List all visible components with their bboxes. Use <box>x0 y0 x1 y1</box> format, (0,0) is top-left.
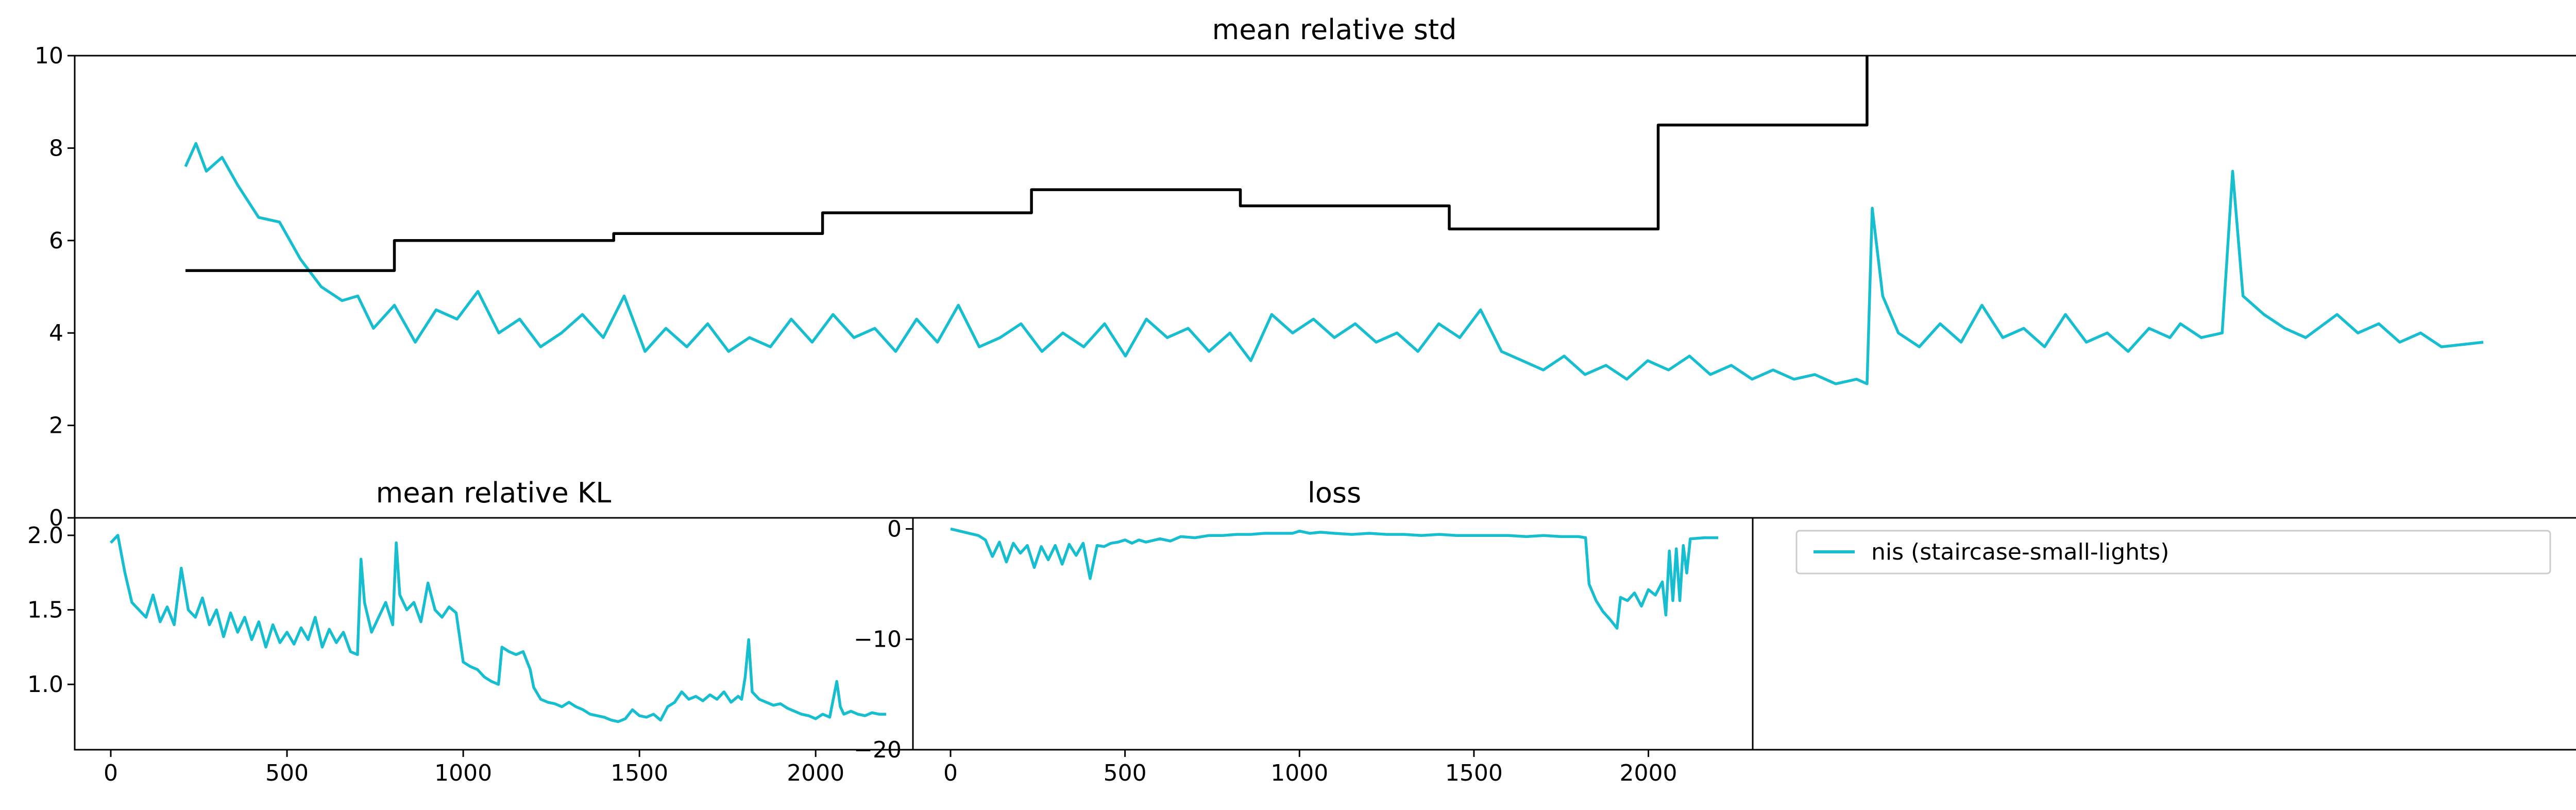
kl-ytick-label: 1.5 <box>27 597 63 623</box>
loss-ytick-label: 0 <box>887 516 902 542</box>
loss-xtick-label: 1500 <box>1445 760 1503 786</box>
std-ytick-label: 2 <box>49 413 63 439</box>
kl-ytick-label: 1.0 <box>27 671 63 698</box>
std-title: mean relative std <box>1212 13 1457 46</box>
loss-xtick-label: 2000 <box>1620 760 1677 786</box>
std-ytick-label: 0 <box>49 505 63 531</box>
kl-title: mean relative KL <box>376 477 612 509</box>
std-ytick-label: 6 <box>49 228 63 254</box>
kl-xtick-label: 0 <box>104 760 118 786</box>
kl-xtick-label: 1500 <box>611 760 668 786</box>
std-ytick-label: 4 <box>49 320 63 346</box>
kl-xtick-label: 1000 <box>434 760 492 786</box>
loss-series-nis <box>950 527 1718 630</box>
kl-frame <box>74 517 914 751</box>
std-ytick-label: 10 <box>35 43 63 69</box>
legend: nis (staircase-small-lights) <box>1795 530 2551 575</box>
legend-label: nis (staircase-small-lights) <box>1871 539 2169 565</box>
std-series-nis <box>184 142 2484 385</box>
loss-xtick-label: 0 <box>943 760 958 786</box>
loss-xtick-label: 500 <box>1104 760 1147 786</box>
loss-ytick-label: −20 <box>854 737 902 763</box>
kl-ytick-label: 2.0 <box>27 522 63 549</box>
loss-xtick-label: 1000 <box>1270 760 1328 786</box>
std-series-reference <box>185 56 1869 272</box>
loss-axes: loss 0 −10 −20 0 500 1000 1500 2000 <box>854 477 1754 786</box>
std-ytick-label: 8 <box>49 135 63 161</box>
std-axes: mean relative std 0 2 4 6 8 10 <box>35 13 2576 531</box>
kl-xtick-label: 2000 <box>787 760 844 786</box>
loss-title: loss <box>1308 477 1361 509</box>
legend-box <box>1795 530 2551 575</box>
loss-ytick-label: −10 <box>854 627 902 653</box>
std-frame <box>74 55 2576 519</box>
legend-axes: nis (staircase-small-lights) <box>1752 517 2576 751</box>
kl-axes: mean relative KL 1.0 1.5 2.0 0 500 1000 1500 2… <box>27 477 914 786</box>
legend-frame <box>1752 517 2576 751</box>
kl-series-nis <box>110 534 886 723</box>
kl-xtick-label: 500 <box>265 760 309 786</box>
